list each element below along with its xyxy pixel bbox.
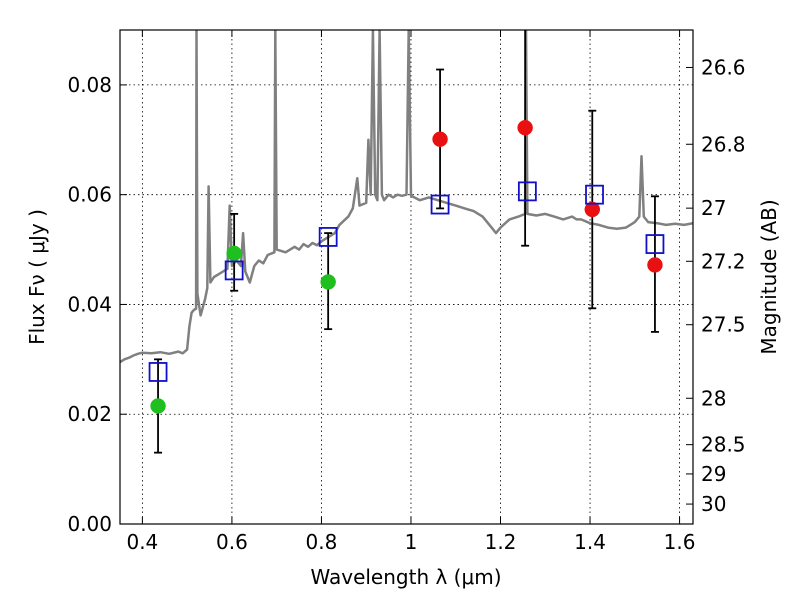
mag-tick-label: 27 [701, 196, 726, 220]
y-tick-label: 0.06 [67, 183, 112, 207]
mag-tick-label: 29 [701, 462, 726, 486]
green-point [150, 398, 166, 414]
x-tick-label: 1.4 [574, 530, 606, 554]
x-tick-label: 1.6 [664, 530, 696, 554]
model-square-marker [430, 194, 450, 215]
red-point [517, 119, 533, 136]
y-tick-label: 0.04 [67, 292, 112, 316]
model-spectrum [120, 30, 693, 364]
mag-tick-label: 26.8 [701, 132, 746, 156]
x-tick-label: 0.6 [216, 530, 248, 554]
plot-frame [119, 29, 694, 525]
green-point [320, 274, 336, 290]
x-tick-label: 0.4 [126, 530, 158, 554]
right-axis-label: Magnitude (AB) [757, 199, 781, 354]
model-square-marker [517, 181, 537, 202]
red-point [647, 257, 663, 273]
y-tick-label: 0.02 [67, 402, 112, 426]
model-square-marker [585, 184, 604, 205]
mag-tick-label: 27.5 [701, 313, 746, 337]
model-spectrum-line [120, 30, 693, 364]
y-tick-label: 0.08 [67, 73, 112, 97]
mag-tick-label: 30 [701, 492, 726, 516]
model-square-marker [645, 234, 665, 254]
x-tick-label: 1 [405, 530, 418, 554]
data-points [148, 30, 665, 454]
x-axis-label: Wavelength λ (μm) [310, 565, 501, 589]
green-point [226, 245, 242, 262]
axis-ticks: 0.4 0.6 0.8 1 1.2 1.4 1.6 0.00 0.02 0.04 0.06 0.08 2… [67, 30, 746, 554]
mag-tick-label: 28.5 [701, 433, 746, 457]
y-tick-label: 0.00 [67, 512, 112, 536]
mag-tick-label: 26.6 [701, 55, 746, 79]
red-point [432, 131, 448, 147]
model-square-marker [318, 227, 338, 247]
mag-tick-label: 28 [701, 386, 726, 410]
x-tick-label: 1.2 [485, 530, 517, 554]
model-square-marker [224, 260, 244, 281]
y-axis-label: Flux Fν ( μJy ) [25, 209, 49, 345]
red-point [584, 201, 601, 218]
model-square-marker [148, 362, 168, 382]
x-tick-label: 0.8 [306, 530, 338, 554]
mag-tick-label: 27.2 [701, 249, 746, 273]
